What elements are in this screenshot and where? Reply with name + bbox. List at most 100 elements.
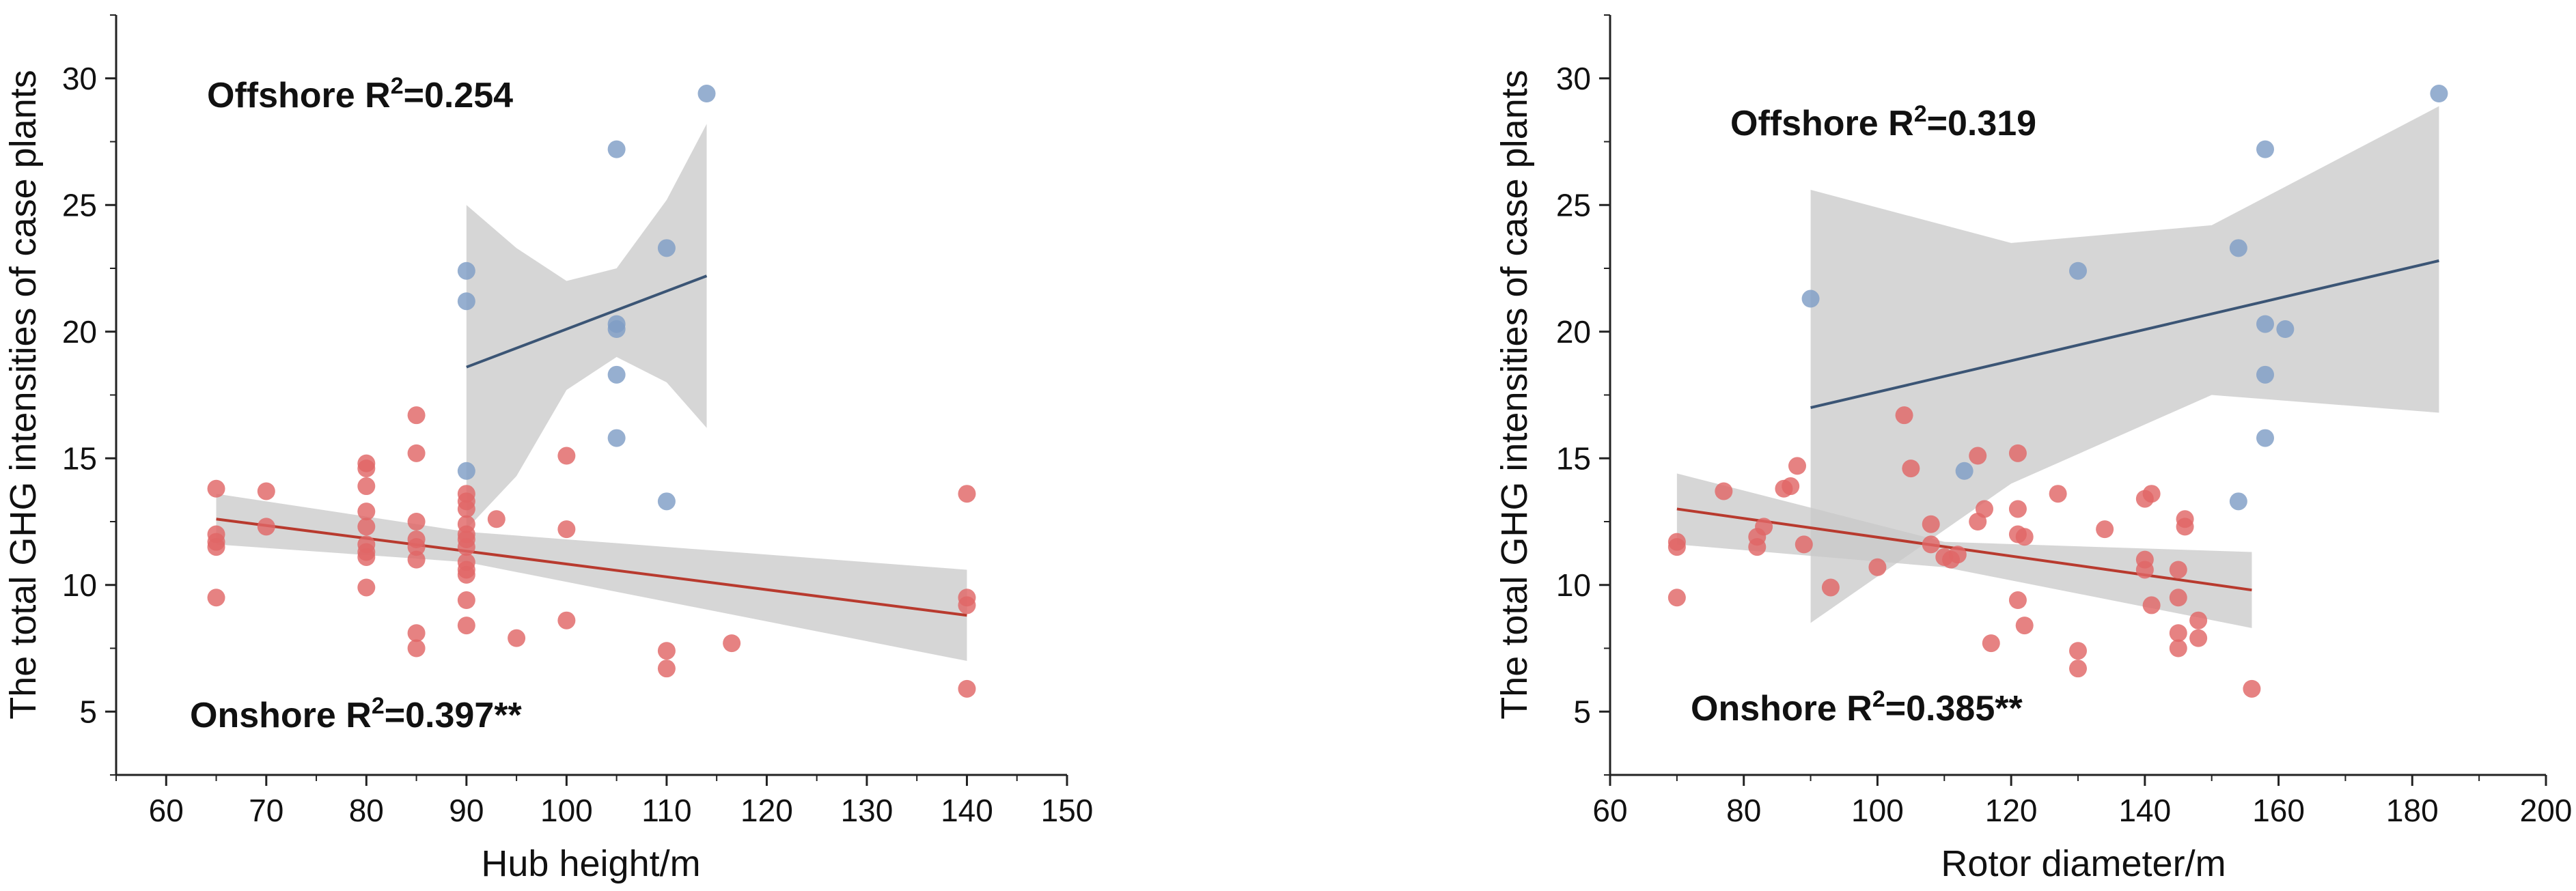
point-onshore: [257, 482, 275, 500]
point-onshore: [1922, 515, 1940, 533]
point-onshore: [407, 513, 426, 531]
x-tick-label: 160: [2252, 793, 2305, 828]
point-onshore: [407, 550, 426, 569]
point-onshore: [1868, 558, 1887, 576]
x-axis-title: Hub height/m: [481, 843, 700, 884]
point-onshore: [357, 518, 376, 536]
y-tick-label: 30: [62, 61, 97, 96]
point-offshore: [2256, 429, 2274, 447]
point-onshore: [1976, 500, 1993, 518]
x-tick-label: 100: [540, 793, 593, 828]
y-tick-label: 5: [1573, 694, 1591, 729]
point-onshore: [2189, 629, 2208, 647]
point-onshore: [2243, 679, 2261, 698]
x-tick-label: 70: [249, 793, 283, 828]
point-onshore: [357, 578, 376, 597]
x-tick-label: 80: [349, 793, 384, 828]
point-onshore: [2015, 617, 2034, 635]
point-offshore: [2256, 140, 2274, 158]
y-tick-label: 25: [62, 187, 97, 223]
point-onshore: [457, 617, 475, 635]
point-onshore: [1922, 535, 1940, 554]
point-onshore: [2135, 561, 2154, 579]
x-tick-label: 130: [841, 793, 894, 828]
point-onshore: [2142, 485, 2161, 503]
point-onshore: [1821, 578, 1840, 597]
point-onshore: [407, 624, 426, 642]
point-onshore: [407, 444, 426, 462]
point-onshore: [2069, 660, 2087, 678]
point-onshore: [207, 538, 225, 556]
point-onshore: [1748, 538, 1767, 556]
point-onshore: [2189, 611, 2208, 630]
annotation-onshore: Onshore R2=0.397**: [190, 693, 522, 735]
point-offshore: [607, 365, 626, 384]
x-tick-label: 100: [1851, 793, 1904, 828]
point-onshore: [357, 548, 376, 566]
y-tick-label: 25: [1556, 187, 1591, 223]
x-tick-label: 80: [1726, 793, 1761, 828]
point-onshore: [1895, 406, 1913, 425]
point-onshore: [2069, 642, 2087, 660]
point-onshore: [2008, 444, 2027, 462]
x-tick-label: 110: [641, 793, 691, 828]
annotation-onshore: Onshore R2=0.385**: [1691, 686, 2023, 729]
point-onshore: [457, 500, 475, 518]
chart-hub-height: 60 70 80 90 100 110 120 130 140 150 5 10 15 20 25 30 Hu…: [3, 14, 1093, 884]
point-onshore: [2169, 639, 2187, 657]
chart-rotor-diameter: 60 80 100 120 140 160 180 200 5 10 15 20 25 30 Rotor …: [1494, 14, 2573, 884]
point-onshore: [958, 596, 976, 614]
x-tick-label: 200: [2520, 793, 2573, 828]
point-onshore: [407, 639, 426, 657]
point-offshore: [1955, 462, 1973, 480]
point-offshore: [2256, 365, 2274, 384]
point-onshore: [2169, 589, 2187, 607]
x-tick-label: 60: [1592, 793, 1627, 828]
point-onshore: [723, 634, 741, 653]
point-onshore: [207, 589, 225, 607]
point-onshore: [357, 459, 376, 478]
point-onshore: [1948, 546, 1967, 564]
point-offshore: [457, 462, 475, 480]
point-onshore: [357, 503, 376, 521]
x-tick-label: 140: [2118, 793, 2171, 828]
point-offshore: [657, 239, 676, 257]
confidence-band-onshore: [216, 494, 967, 662]
x-tick-label: 140: [941, 793, 993, 828]
point-onshore: [958, 485, 976, 503]
point-onshore: [1755, 518, 1773, 536]
point-onshore: [207, 479, 225, 498]
point-onshore: [457, 565, 475, 584]
y-tick-label: 20: [1556, 314, 1591, 350]
point-onshore: [2008, 500, 2027, 518]
point-onshore: [2049, 485, 2067, 503]
point-onshore: [2142, 596, 2161, 614]
point-offshore: [457, 261, 475, 280]
x-tick-label: 60: [149, 793, 184, 828]
confidence-band-offshore: [1810, 106, 2439, 623]
y-tick-label: 20: [62, 314, 97, 350]
point-onshore: [257, 518, 275, 536]
x-axis-title: Rotor diameter/m: [1941, 843, 2226, 884]
annotation-offshore: Offshore R2=0.254: [207, 73, 513, 115]
x-tick-label: 120: [740, 793, 793, 828]
y-tick-label: 30: [1556, 61, 1591, 96]
point-offshore: [607, 140, 626, 158]
point-onshore: [1795, 535, 1813, 554]
point-offshore: [2430, 85, 2448, 103]
fit-line-onshore: [216, 518, 967, 617]
point-onshore: [557, 520, 576, 539]
y-tick-label: 10: [62, 567, 97, 603]
point-onshore: [2176, 518, 2194, 536]
point-onshore: [2015, 528, 2034, 546]
point-onshore: [2169, 561, 2187, 579]
point-offshore: [2229, 492, 2247, 511]
point-offshore: [607, 429, 626, 447]
point-onshore: [557, 611, 576, 630]
point-onshore: [657, 642, 676, 660]
y-tick-label: 15: [62, 440, 97, 476]
y-axis-title: The total GHG intensities of case plants: [3, 70, 44, 719]
x-tick-label: 120: [1985, 793, 2038, 828]
point-onshore: [407, 406, 426, 425]
